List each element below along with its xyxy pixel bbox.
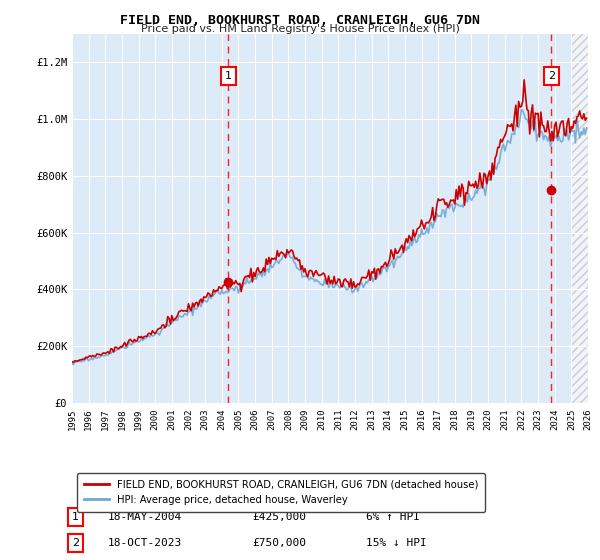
Text: 18-MAY-2004: 18-MAY-2004 xyxy=(108,512,182,522)
Text: 2: 2 xyxy=(72,538,79,548)
Text: 2: 2 xyxy=(548,71,555,81)
Legend: FIELD END, BOOKHURST ROAD, CRANLEIGH, GU6 7DN (detached house), HPI: Average pri: FIELD END, BOOKHURST ROAD, CRANLEIGH, GU… xyxy=(77,473,485,512)
Text: 6% ↑ HPI: 6% ↑ HPI xyxy=(366,512,420,522)
Text: FIELD END, BOOKHURST ROAD, CRANLEIGH, GU6 7DN: FIELD END, BOOKHURST ROAD, CRANLEIGH, GU… xyxy=(120,14,480,27)
Text: £750,000: £750,000 xyxy=(253,538,307,548)
Bar xyxy=(571,34,588,403)
Text: Price paid vs. HM Land Registry's House Price Index (HPI): Price paid vs. HM Land Registry's House … xyxy=(140,24,460,34)
Text: £425,000: £425,000 xyxy=(253,512,307,522)
Text: 18-OCT-2023: 18-OCT-2023 xyxy=(108,538,182,548)
Text: 1: 1 xyxy=(224,71,232,81)
Text: 1: 1 xyxy=(72,512,79,522)
Text: 15% ↓ HPI: 15% ↓ HPI xyxy=(366,538,427,548)
